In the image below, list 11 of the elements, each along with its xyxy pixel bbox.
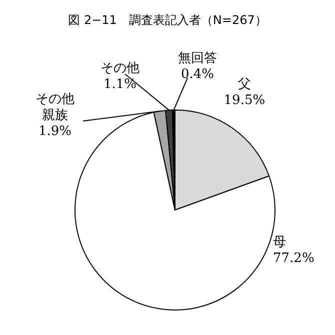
chart-title: 図 2−11 調査表記入者（N=267） [68,13,267,27]
slice-label: その他親族 [36,92,74,123]
data-label: 77.2% [273,251,314,266]
slice-label: その他 [100,61,140,76]
data-label: 1.9% [38,124,72,139]
slice-label: 無回答 [178,51,217,66]
slice-label: 母 [273,235,286,250]
data-label: 19.5% [224,93,266,108]
data-label: 0.4% [180,67,214,82]
data-label: 1.1% [103,77,137,92]
slice-label: 父 [238,77,251,92]
